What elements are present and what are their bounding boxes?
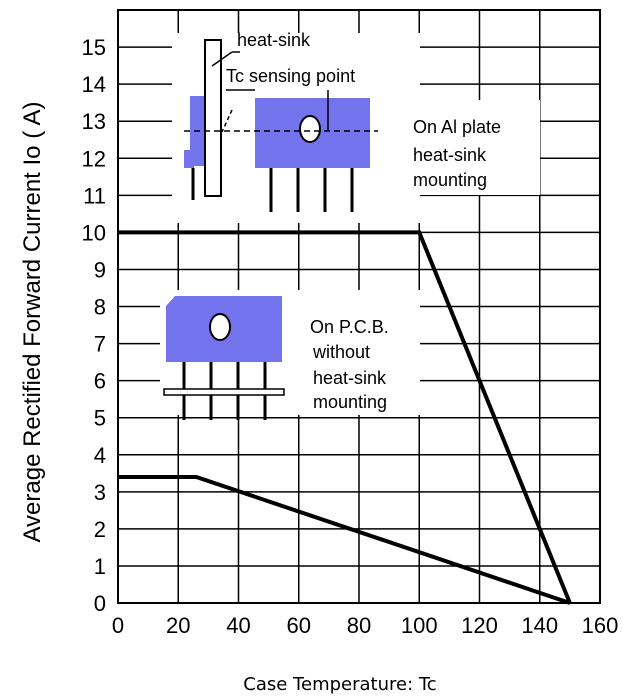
y-tick-label: 0 [94, 591, 106, 616]
y-axis-label: Average Rectified Forward Current Io ( A… [19, 101, 46, 542]
y-tick-label: 14 [82, 72, 106, 97]
y-tick-label: 3 [94, 480, 106, 505]
pcb-line-1: On P.C.B. [310, 317, 389, 337]
y-tick-label: 6 [94, 369, 106, 394]
pcb-line-2: without [312, 342, 370, 362]
x-axis-label: Case Temperature: Tc [243, 674, 436, 695]
plot-frame [117, 9, 601, 604]
y-tick-label: 13 [82, 109, 106, 134]
tick-labels: 0 20 40 60 80 100 120 140 1600123456789101112131… [82, 35, 619, 638]
tc-sensing-label: Tc sensing point [226, 66, 355, 86]
pcb-line-3: heat-sink [313, 368, 387, 388]
heatsink-mounting-illustration: heat-sink Tc sensing point On Al plate h… [172, 30, 540, 223]
y-tick-label: 7 [94, 332, 106, 357]
al-plate-label-background [400, 100, 540, 195]
pcb-package-hole [209, 313, 231, 341]
y-tick-label: 1 [94, 554, 106, 579]
y-tick-label: 11 [83, 183, 106, 208]
al-plate-line-2: heat-sink [413, 145, 487, 165]
pcb-board [163, 388, 285, 396]
mounting-hole [299, 115, 321, 143]
y-tick-label: 10 [82, 220, 106, 245]
heat-sink-label: heat-sink [237, 30, 311, 50]
series-line-0 [118, 230, 572, 604]
side-view-package-tab [184, 150, 194, 168]
heat-sink-plate [204, 39, 222, 197]
series-lines [118, 230, 572, 605]
axes [117, 9, 601, 604]
y-tick-label: 4 [94, 443, 106, 468]
x-tick-label: 60 [287, 613, 311, 638]
x-tick-label: 20 [166, 613, 190, 638]
y-tick-label: 8 [94, 295, 106, 320]
x-tick-label: 100 [401, 613, 438, 638]
y-tick-label: 12 [82, 146, 106, 171]
x-tick-label: 0 [112, 613, 124, 638]
heat-sink-pointer [211, 51, 233, 67]
y-tick-label: 9 [94, 257, 106, 282]
y-tick-label: 5 [94, 406, 106, 431]
x-tick-label: 120 [461, 613, 498, 638]
x-tick-label: 80 [347, 613, 371, 638]
y-tick-label: 15 [82, 35, 106, 60]
y-tick-label: 2 [94, 517, 106, 542]
x-tick-label: 40 [226, 613, 250, 638]
series-line-1 [118, 474, 571, 605]
al-plate-line-3: mounting [413, 170, 487, 190]
front-view-leads [269, 168, 354, 212]
pcb-line-4: mounting [313, 392, 387, 412]
x-tick-label: 140 [521, 613, 558, 638]
x-tick-label: 160 [582, 613, 619, 638]
al-plate-line-1: On Al plate [413, 117, 501, 137]
pcb-mounting-illustration: On P.C.B. without heat-sink mounting [160, 290, 420, 420]
